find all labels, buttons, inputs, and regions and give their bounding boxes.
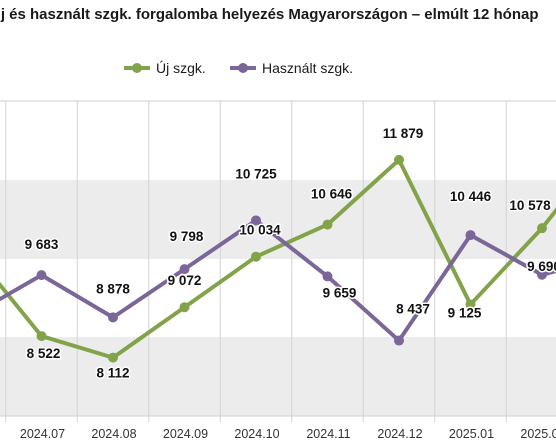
data-label-used-cars: 9 690 (527, 259, 556, 274)
series-line-new-cars (0, 157, 556, 360)
x-tick-label: 2025.02 (520, 427, 556, 441)
legend-new-cars-marker-icon (132, 63, 142, 73)
data-label-new-cars: 10 034 (239, 223, 281, 238)
legend-item-new-cars[interactable]: Új szgk. (124, 60, 206, 76)
x-tick-label: 2025.01 (449, 427, 494, 441)
data-label-used-cars: 10 725 (235, 166, 277, 181)
data-point-used-cars[interactable] (36, 270, 47, 281)
x-tick-label: 2024.07 (20, 427, 65, 441)
plot-band-top (0, 101, 556, 180)
x-tick-label: 2024.12 (377, 427, 422, 441)
data-point-used-cars[interactable] (251, 215, 261, 226)
data-point-new-cars[interactable] (36, 331, 47, 342)
data-point-new-cars[interactable] (537, 223, 547, 234)
data-point-new-cars[interactable] (179, 302, 190, 313)
plot-bands (0, 101, 556, 416)
data-label-new-cars: 8 112 (96, 366, 129, 381)
data-point-new-cars[interactable] (322, 219, 333, 230)
data-label-used-cars: 9 659 (323, 285, 357, 300)
data-label-used-cars: 9 683 (25, 237, 59, 252)
x-tick-label: 2024.11 (306, 427, 350, 441)
data-point-used-cars[interactable] (322, 271, 333, 282)
x-tick-label: 2024.09 (163, 427, 208, 441)
data-point-used-cars[interactable] (465, 230, 476, 241)
legend-item-used-cars[interactable]: Használt szgk. (230, 60, 353, 76)
data-label-used-cars: 8 437 (396, 302, 430, 317)
legend-used-cars-label: Használt szgk. (262, 60, 353, 76)
data-label-new-cars: 8 522 (27, 346, 61, 361)
data-label-new-cars: 10 646 (311, 187, 353, 202)
data-label-used-cars: 9 798 (170, 229, 204, 244)
x-axis: 2024.062024.072024.082024.092024.102024.… (20, 427, 556, 441)
data-label-used-cars: 8 878 (96, 281, 130, 296)
data-label-new-cars: 11 879 (383, 126, 424, 141)
x-tick-label: 2024.10 (234, 427, 279, 441)
data-point-used-cars[interactable] (108, 312, 118, 323)
series-layer (0, 154, 556, 363)
data-point-new-cars[interactable] (465, 299, 476, 310)
data-point-used-cars[interactable] (537, 269, 547, 280)
x-tick-label: 2024.08 (91, 427, 136, 441)
data-label-new-cars: 9 072 (168, 273, 202, 288)
data-point-new-cars[interactable] (251, 251, 261, 262)
data-label-used-cars: 10 446 (450, 189, 492, 204)
legend-used-cars-marker-icon (238, 63, 248, 73)
chart-title: Új és használt szgk. forgalomba helyezés… (0, 5, 539, 23)
legend-new-cars-label: Új szgk. (156, 60, 206, 76)
series-line-used-cars (0, 218, 556, 343)
vertical-grid (5, 101, 507, 422)
legend: Új szgk. Használt szgk. (124, 60, 353, 76)
data-point-used-cars[interactable] (394, 335, 404, 346)
data-point-used-cars[interactable] (179, 264, 190, 275)
plot-band-middle (0, 259, 556, 337)
data-point-new-cars[interactable] (394, 154, 404, 165)
data-label-new-cars: 10 578 (509, 198, 551, 213)
data-point-new-cars[interactable] (108, 352, 118, 363)
data-label-new-cars: 9 125 (448, 305, 482, 320)
